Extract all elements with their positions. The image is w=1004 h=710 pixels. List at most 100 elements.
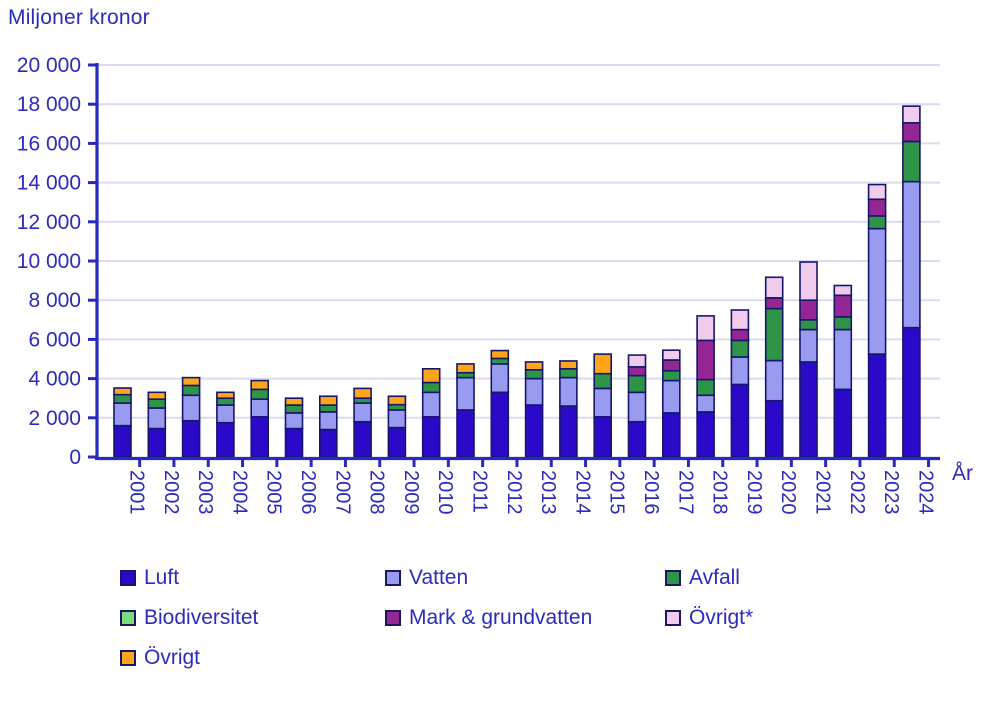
bar-segment-luft-2013 [524, 404, 544, 458]
y-tick-label: 0 [69, 446, 81, 469]
legend-item-luft: Luft [120, 566, 179, 590]
bar-segment-avfall-2024 [902, 140, 921, 183]
bar-segment--vrigt-2005 [250, 379, 269, 391]
bar-segment-luft-2023 [867, 353, 887, 458]
bar-segment--vrigt-2012 [490, 349, 510, 360]
bar-segment-luft-2002 [147, 427, 167, 458]
x-tick-label-2020: 2020 [777, 470, 799, 515]
bar-segment-vatten-2009 [387, 409, 407, 429]
bar-segment-mark-grundvatten-2023 [867, 198, 887, 217]
y-tick-label: 20 000 [17, 54, 81, 77]
bar-segment-luft-2016 [627, 420, 647, 458]
y-tick-label: 14 000 [17, 172, 81, 195]
y-tick-label: 8 000 [28, 289, 81, 312]
y-tick-label: 12 000 [17, 211, 81, 234]
legend-item--vrigt: Övrigt [120, 646, 200, 670]
x-tick-label-2009: 2009 [400, 470, 422, 515]
legend-item-biodiversitet: Biodiversitet [120, 606, 258, 630]
bar-segment-avfall-2007 [318, 404, 338, 413]
bar-segment--vrigt-2013 [524, 361, 544, 371]
bar-segment-vatten-2018 [696, 394, 715, 413]
legend-label: Luft [144, 566, 180, 589]
bar-segment-luft-2019 [730, 383, 750, 458]
y-tick-label: 16 000 [17, 132, 81, 155]
bar-segment-vatten-2001 [113, 402, 132, 427]
bar-segment-luft-2006 [284, 427, 304, 458]
bar-segment-mark-grundvatten-2019 [730, 328, 750, 342]
bar-segment-vatten-2002 [147, 407, 167, 430]
legend-swatch-icon [120, 650, 136, 666]
x-axis-label: År [952, 462, 973, 485]
bar-segment-vatten-2007 [318, 411, 338, 431]
bar-segment-vatten-2013 [524, 377, 544, 406]
bar-segment--vrigt-2002 [147, 391, 167, 400]
x-tick-label-2016: 2016 [640, 470, 662, 515]
bar-segment-avfall-2014 [559, 367, 578, 379]
bar-segment-luft-2017 [661, 412, 681, 458]
bar-segment-mark-grundvatten-2016 [627, 366, 647, 377]
bar-segment--vrigt-2009 [387, 395, 407, 406]
bar-segment-vatten-2006 [284, 412, 304, 430]
legend-swatch-icon [385, 570, 401, 586]
x-tick-label-2023: 2023 [880, 470, 902, 515]
bar-segment-luft-2010 [421, 416, 441, 458]
x-tick-label-2014: 2014 [571, 470, 593, 515]
bar-segment-mark-grundvatten-2017 [661, 359, 681, 372]
chart-title: Miljoner kronor [8, 6, 150, 29]
bar-segment-vatten-2010 [421, 391, 441, 418]
legend-swatch-icon [665, 570, 681, 586]
bar-segment-vatten-2024 [902, 180, 921, 329]
x-tick-label-2001: 2001 [126, 470, 148, 515]
bar-segment-luft-2003 [181, 419, 201, 458]
bar-segment-vatten-2008 [353, 402, 372, 423]
y-tick-label: 6 000 [28, 328, 81, 351]
bar-segment--vrigt-2001 [113, 387, 132, 396]
x-tick-label-2011: 2011 [469, 470, 491, 513]
x-tick-label-2002: 2002 [160, 470, 182, 515]
legend-swatch-icon [120, 610, 136, 626]
bar-segment-avfall-2019 [730, 339, 750, 358]
x-tick-label-2008: 2008 [366, 470, 388, 515]
bar-segment-avfall-2021 [799, 318, 818, 331]
legend-swatch-icon [665, 610, 681, 626]
bar-segment-avfall-2020 [764, 307, 784, 362]
x-tick-label-2013: 2013 [537, 470, 559, 515]
bar-segment-vatten-2022 [833, 328, 853, 391]
bar-segment-vatten-2011 [456, 376, 475, 411]
bar-segment-luft-2014 [559, 405, 578, 458]
bar-segment--vrigt-2006 [284, 397, 304, 406]
bar-segment-luft-2020 [764, 399, 784, 458]
bar-segment-avfall-2006 [284, 404, 304, 414]
legend-label: Övrigt* [689, 606, 754, 629]
bar-segment-luft-2024 [902, 326, 921, 458]
bar-segment-vatten-2004 [216, 404, 235, 424]
x-tick-label-2010: 2010 [434, 470, 456, 515]
bar-segment-avfall-2013 [524, 368, 544, 380]
x-tick-label-2004: 2004 [228, 470, 250, 515]
bar-segment--vrigt-2011 [456, 363, 475, 374]
bar-segment--vrigt--2018 [696, 315, 715, 342]
x-tick-label-2005: 2005 [263, 470, 285, 515]
bar-segment-vatten-2003 [181, 394, 201, 422]
bar-segment-vatten-2021 [799, 328, 818, 363]
bar-segment--vrigt-2004 [216, 391, 235, 400]
x-tick-label-2021: 2021 [812, 470, 834, 515]
bar-segment-vatten-2014 [559, 376, 578, 407]
bar-segment--vrigt-2014 [559, 360, 578, 370]
y-tick-label: 2 000 [28, 407, 81, 430]
bar-segment-vatten-2020 [764, 359, 784, 402]
y-tick-label: 10 000 [17, 250, 81, 273]
bar-segment-avfall-2022 [833, 316, 853, 331]
bar-segment-vatten-2015 [593, 387, 613, 418]
bar-segment--vrigt-2008 [353, 387, 372, 399]
x-tick-label-2017: 2017 [674, 470, 696, 515]
bar-segment--vrigt--2024 [902, 105, 921, 124]
x-tick-label-2015: 2015 [606, 470, 628, 515]
legend-swatch-icon [120, 570, 136, 586]
legend-item-vatten: Vatten [385, 566, 468, 590]
x-tick-label-2006: 2006 [297, 470, 319, 515]
x-tick-label-2024: 2024 [914, 470, 936, 515]
bar-segment-luft-2015 [593, 416, 613, 458]
bar-segment-luft-2007 [318, 428, 338, 458]
bar-segment--vrigt-2010 [421, 367, 441, 384]
